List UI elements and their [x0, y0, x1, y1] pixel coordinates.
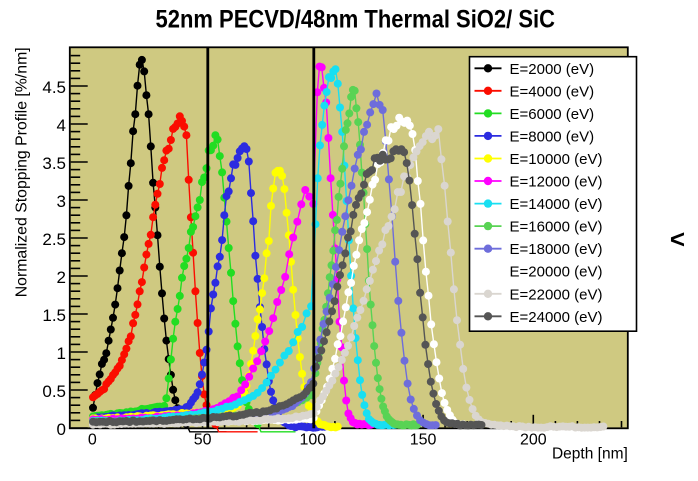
svg-text:E=12000 (eV): E=12000 (eV)	[510, 174, 603, 191]
svg-text:E=14000 (eV): E=14000 (eV)	[510, 196, 603, 213]
svg-text:E=24000 (eV): E=24000 (eV)	[510, 309, 603, 326]
svg-text:3.5: 3.5	[42, 154, 66, 173]
svg-text:150: 150	[410, 432, 437, 449]
svg-text:E=4000 (eV): E=4000 (eV)	[510, 83, 595, 100]
svg-text:E=2000 (eV): E=2000 (eV)	[510, 61, 595, 78]
svg-text:0: 0	[57, 420, 66, 439]
svg-text:2.5: 2.5	[42, 230, 66, 249]
svg-text:E=6000 (eV): E=6000 (eV)	[510, 106, 595, 123]
svg-text:E=18000 (eV): E=18000 (eV)	[510, 241, 603, 258]
svg-text:Normalized Stopping Profile [%: Normalized Stopping Profile [%/nm]	[14, 47, 31, 297]
svg-text:1.5: 1.5	[42, 306, 66, 325]
svg-text:E=22000 (eV): E=22000 (eV)	[510, 286, 603, 303]
svg-text:2: 2	[57, 268, 66, 287]
svg-text:52nm PECVD/48nm Thermal SiO2/: 52nm PECVD/48nm Thermal SiO2/ SiC	[156, 6, 556, 34]
svg-text:0: 0	[88, 432, 97, 449]
svg-text:1: 1	[57, 344, 66, 363]
svg-text:E=16000 (eV): E=16000 (eV)	[510, 219, 603, 236]
svg-text:4.5: 4.5	[42, 78, 66, 97]
svg-text:4: 4	[57, 116, 66, 135]
svg-text:<: <	[670, 224, 685, 254]
svg-text:0.5: 0.5	[42, 382, 66, 401]
svg-text:E=20000 (eV): E=20000 (eV)	[510, 264, 603, 281]
svg-text:200: 200	[520, 432, 547, 449]
svg-text:E=8000 (eV): E=8000 (eV)	[510, 128, 595, 145]
svg-text:100: 100	[299, 432, 326, 449]
svg-text:50: 50	[194, 432, 212, 449]
svg-text:3: 3	[57, 192, 66, 211]
svg-text:E=10000 (eV): E=10000 (eV)	[510, 151, 603, 168]
svg-text:Depth [nm]: Depth [nm]	[552, 446, 628, 463]
